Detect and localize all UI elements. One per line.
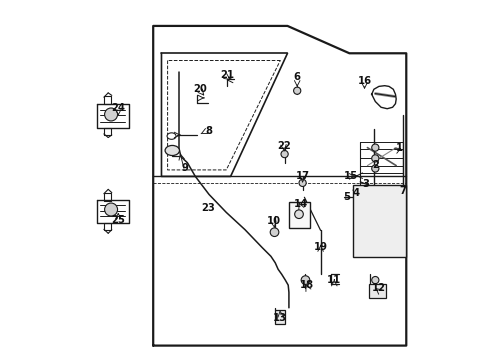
Circle shape <box>104 108 118 121</box>
Text: 15: 15 <box>344 171 358 181</box>
Circle shape <box>270 228 279 237</box>
Text: 14: 14 <box>294 199 308 210</box>
Ellipse shape <box>165 145 179 156</box>
Text: 24: 24 <box>111 103 125 113</box>
Text: 13: 13 <box>273 312 287 323</box>
Circle shape <box>294 87 301 94</box>
Text: 18: 18 <box>300 280 314 290</box>
Text: 5: 5 <box>343 192 350 202</box>
Text: 2: 2 <box>372 160 379 170</box>
Text: 20: 20 <box>193 84 207 94</box>
Circle shape <box>294 210 303 219</box>
Text: 22: 22 <box>277 141 291 151</box>
Text: 23: 23 <box>201 203 215 213</box>
Circle shape <box>104 203 118 216</box>
Text: 8: 8 <box>205 126 213 136</box>
Bar <box>369 284 387 298</box>
Ellipse shape <box>167 133 176 139</box>
Circle shape <box>281 150 288 158</box>
Circle shape <box>372 144 379 151</box>
Text: 3: 3 <box>362 179 369 189</box>
Text: 7: 7 <box>399 186 406 196</box>
Bar <box>274 310 285 324</box>
Bar <box>353 185 406 257</box>
Bar <box>289 202 310 228</box>
Circle shape <box>372 276 379 284</box>
Text: 16: 16 <box>358 76 371 86</box>
Text: 6: 6 <box>294 72 301 82</box>
Text: 21: 21 <box>220 70 234 80</box>
Circle shape <box>372 155 379 162</box>
Text: 4: 4 <box>352 188 360 198</box>
Text: 19: 19 <box>314 242 328 252</box>
Text: 12: 12 <box>372 283 386 293</box>
Text: 10: 10 <box>267 216 281 226</box>
Circle shape <box>299 179 306 186</box>
Circle shape <box>372 165 379 172</box>
Circle shape <box>301 276 310 284</box>
Text: 17: 17 <box>295 171 310 181</box>
Text: 1: 1 <box>395 143 403 153</box>
Text: 9: 9 <box>181 163 188 174</box>
Text: 11: 11 <box>327 275 342 285</box>
Text: 25: 25 <box>111 215 125 225</box>
